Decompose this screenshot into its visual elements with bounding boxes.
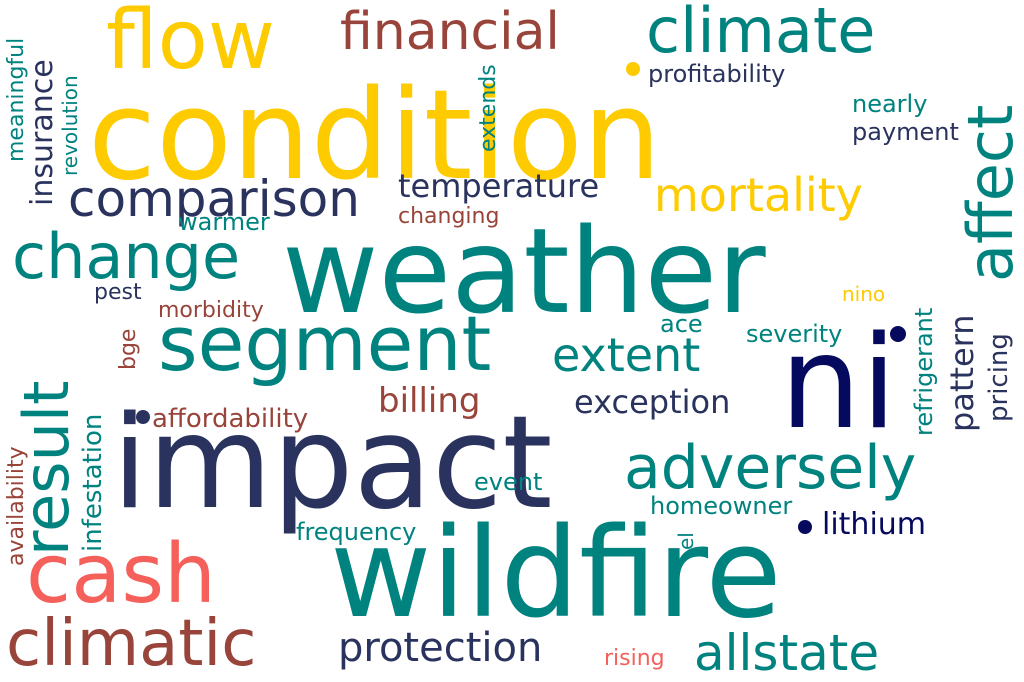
word-profitability: profitability	[648, 60, 786, 88]
word-weather: weather	[282, 202, 766, 340]
word-availability: availability	[4, 446, 29, 566]
word-frequency: frequency	[296, 518, 417, 546]
word-pest: pest	[94, 280, 142, 305]
word-infestation: infestation	[78, 413, 108, 552]
word-morbidity: morbidity	[158, 298, 264, 323]
word-homeowner: homeowner	[650, 492, 793, 520]
word-pricing: pricing	[984, 333, 1014, 422]
word-protection: protection	[338, 625, 543, 671]
word-affordability: affordability	[152, 404, 309, 434]
word-nearly: nearly	[852, 90, 928, 118]
word-exception: exception	[574, 383, 731, 421]
word-refrigerant: refrigerant	[910, 307, 938, 436]
word-lithium: lithium	[822, 507, 927, 542]
word-meaningful: meaningful	[4, 37, 29, 162]
word-rising: rising	[604, 646, 665, 671]
dot-decoration	[798, 520, 812, 534]
word-nino: nino	[842, 282, 886, 306]
word-impact: impact	[112, 389, 553, 538]
word-ni: ni	[780, 309, 897, 458]
word-insurance: insurance	[25, 59, 60, 206]
dot-decoration	[136, 410, 150, 424]
word-bge: bge	[116, 328, 141, 370]
word-temperature: temperature	[398, 167, 600, 205]
word-el: el	[674, 532, 698, 550]
word-extends: extends	[476, 64, 501, 152]
word-mortality: mortality	[654, 168, 863, 222]
word-affect: affect	[954, 104, 1024, 282]
word-flow: flow	[106, 0, 275, 88]
word-segment: segment	[158, 299, 492, 388]
dot-decoration	[626, 62, 640, 76]
word-pattern: pattern	[943, 314, 981, 432]
word-ace: ace	[660, 310, 703, 338]
word-climate: climate	[646, 0, 876, 67]
word-financial: financial	[340, 2, 560, 62]
word-severity: severity	[746, 320, 843, 348]
word-wildfire: wildfire	[330, 502, 782, 646]
word-cash: cash	[26, 527, 217, 622]
word-adversely: adversely	[624, 433, 917, 503]
word-comparison: comparison	[68, 170, 360, 228]
word-change: change	[12, 220, 241, 293]
word-climatic: climatic	[6, 607, 257, 681]
dot-decoration	[890, 326, 906, 342]
word-changing: changing	[398, 204, 500, 229]
word-event: event	[474, 468, 543, 496]
word-billing: billing	[378, 381, 481, 421]
word-revolution: revolution	[58, 75, 82, 176]
word-extent: extent	[552, 328, 701, 382]
word-payment: payment	[852, 118, 959, 146]
word-warmer: warmer	[178, 208, 270, 236]
word-allstate: allstate	[694, 624, 880, 682]
word-condition: condition	[88, 64, 662, 208]
